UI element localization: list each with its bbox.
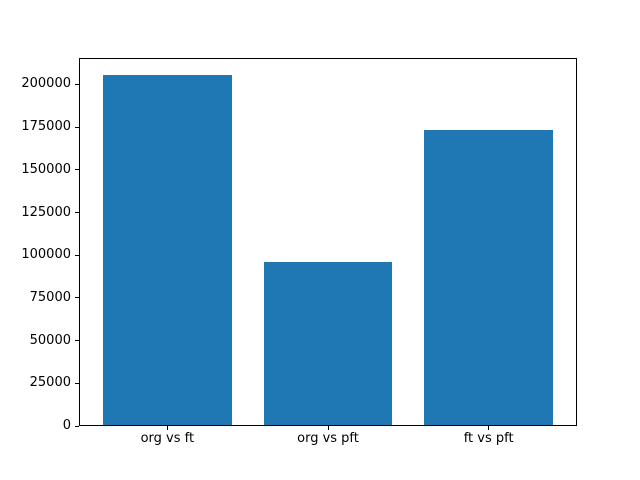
x-tick-label: org vs pft bbox=[297, 431, 359, 446]
plot-area bbox=[79, 58, 577, 426]
y-tick-mark bbox=[75, 212, 79, 214]
y-tick-mark bbox=[75, 382, 79, 384]
y-tick-mark bbox=[75, 297, 79, 299]
x-tick-label: ft vs pft bbox=[463, 431, 514, 446]
x-tick-label: org vs ft bbox=[140, 431, 195, 446]
y-tick-label: 50000 bbox=[29, 332, 71, 348]
y-tick-label: 200000 bbox=[21, 76, 71, 92]
y-tick-mark bbox=[75, 169, 79, 171]
y-tick-label: 0 bbox=[62, 418, 71, 433]
bar-org-vs-ft bbox=[103, 74, 232, 425]
y-tick-mark bbox=[75, 425, 79, 427]
x-tick-mark bbox=[488, 426, 490, 430]
bar-ft-vs-pft bbox=[424, 129, 553, 425]
y-tick-label: 150000 bbox=[21, 161, 71, 177]
y-tick-label: 25000 bbox=[29, 375, 71, 391]
x-tick-mark bbox=[166, 426, 168, 430]
y-tick-label: 175000 bbox=[21, 119, 71, 135]
x-tick-mark bbox=[327, 426, 329, 430]
y-tick-label: 100000 bbox=[21, 247, 71, 263]
y-tick-mark bbox=[75, 126, 79, 128]
y-tick-label: 75000 bbox=[29, 289, 71, 305]
y-tick-mark bbox=[75, 83, 79, 85]
y-tick-mark bbox=[75, 254, 79, 256]
y-tick-mark bbox=[75, 340, 79, 342]
bar-org-vs-pft bbox=[263, 262, 393, 425]
y-tick-label: 125000 bbox=[21, 204, 71, 220]
